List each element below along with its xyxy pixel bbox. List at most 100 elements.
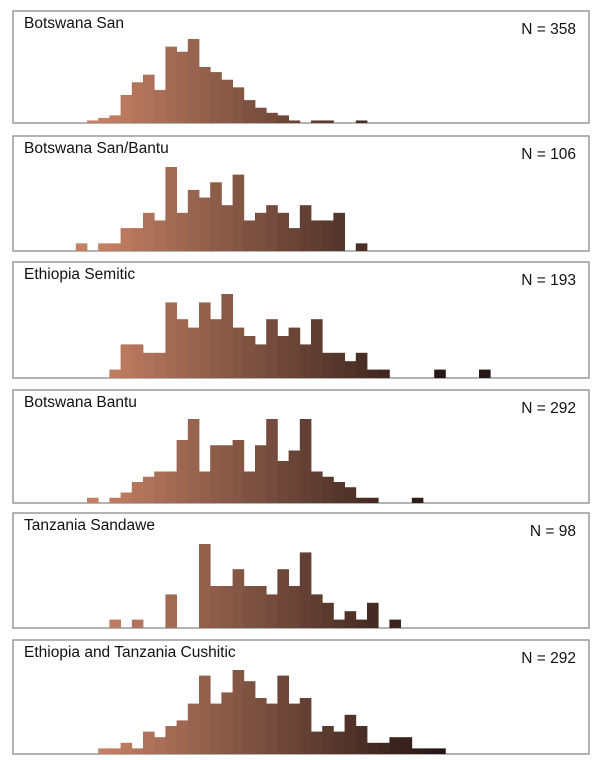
histogram-bar (423, 748, 435, 754)
histogram-bar (266, 419, 278, 503)
histogram-bar (355, 619, 368, 628)
histogram-panel: Ethiopia and Tanzania Cushitic N = 292 (12, 639, 590, 755)
histogram-bar (109, 115, 121, 123)
histogram-bar (333, 352, 345, 378)
histogram-bar (120, 742, 133, 754)
histogram-bar (199, 675, 211, 754)
histogram-bar (165, 46, 177, 123)
panel-title: Ethiopia Semitic (24, 266, 135, 283)
panel-title: Ethiopia and Tanzania Cushitic (24, 644, 236, 661)
histogram-bar (210, 182, 222, 251)
histogram-bar (255, 344, 267, 378)
histogram-bar (311, 471, 323, 503)
histogram-bar (288, 120, 301, 123)
histogram-bar (322, 476, 334, 503)
histogram-bar (187, 327, 200, 378)
histogram-bar (109, 369, 121, 378)
sample-size-label: N = 193 (521, 272, 576, 289)
sample-size-label: N = 292 (521, 400, 576, 417)
histogram-bar (176, 440, 189, 503)
panel-title: Botswana San/Bantu (24, 140, 169, 157)
histogram-bar (288, 703, 301, 754)
histogram-bar (187, 189, 200, 251)
histogram-bar (322, 726, 334, 754)
histogram-bar (109, 748, 121, 754)
histogram-bar (221, 294, 233, 378)
histogram-bar (288, 450, 301, 503)
histogram-bar (355, 726, 368, 754)
histogram-bar (131, 482, 144, 503)
histogram-bar (232, 440, 245, 503)
panel-title: Botswana San (24, 15, 124, 32)
histogram-bar (98, 117, 110, 123)
panel-frame (12, 261, 590, 379)
histogram-bar (176, 51, 189, 123)
histogram-bar (187, 39, 200, 123)
histogram-bar (311, 120, 323, 123)
histogram-bar (266, 112, 278, 123)
histogram-bar (266, 319, 278, 378)
histogram-bar (277, 212, 289, 251)
histogram-bar (277, 336, 289, 378)
histogram-bar (389, 737, 401, 754)
histogram-bar (143, 476, 155, 503)
histogram-bar (232, 174, 245, 251)
histogram-bar (199, 67, 211, 123)
histogram-bar (120, 344, 133, 378)
histogram-bar (411, 748, 424, 754)
histogram-bar (199, 471, 211, 503)
histogram-bar (311, 594, 323, 628)
histogram-bar (434, 369, 446, 378)
histogram-bar (120, 492, 133, 503)
histogram-bar (109, 619, 121, 628)
histogram-bar (355, 243, 368, 251)
histogram-bar (154, 220, 166, 251)
histogram-bar (165, 471, 177, 503)
histogram-bar (221, 586, 233, 628)
histogram-bar (299, 344, 312, 378)
histogram-bar (411, 497, 424, 503)
histogram-bar (333, 212, 345, 251)
histogram-bar (311, 220, 323, 251)
histogram-bar (243, 586, 256, 628)
histogram-bar (232, 670, 245, 754)
histogram-bar (199, 197, 211, 251)
histogram-bar (255, 107, 267, 123)
histogram-bar (389, 619, 401, 628)
histogram-bar (221, 692, 233, 754)
histogram-bar (311, 731, 323, 754)
sample-size-label: N = 292 (521, 650, 576, 667)
histogram-bar (266, 594, 278, 628)
histogram-bar (333, 619, 345, 628)
sample-size-label: N = 98 (530, 523, 576, 540)
histogram-bar (98, 243, 110, 251)
histogram-bar (333, 731, 345, 754)
panel-title: Tanzania Sandawe (24, 517, 155, 534)
sample-size-label: N = 106 (521, 146, 576, 163)
histogram-bar (299, 205, 312, 251)
histogram-bar (277, 115, 289, 123)
histogram-bar (277, 569, 289, 628)
histogram-bar (367, 497, 379, 503)
histogram-bar (255, 212, 267, 251)
histogram-bar (277, 461, 289, 503)
histogram-bar (355, 352, 368, 378)
histogram-bar (154, 737, 166, 754)
histogram-bar (367, 369, 379, 378)
histogram-bar (367, 742, 379, 754)
histogram-bar (243, 220, 256, 251)
histogram-bar (221, 445, 233, 503)
histogram-bar (199, 302, 211, 378)
histogram-bar (176, 212, 189, 251)
histogram-bar (187, 703, 200, 754)
histogram-bar (232, 327, 245, 378)
histogram-bar (187, 419, 200, 503)
histogram-bar (322, 352, 334, 378)
histogram-bar (322, 602, 334, 628)
histogram-bar (400, 737, 413, 754)
histogram-bar (221, 79, 233, 123)
histogram-bar (344, 611, 357, 628)
histogram-bar (210, 586, 222, 628)
histogram-bar (243, 471, 256, 503)
histogram-bar (479, 369, 491, 378)
